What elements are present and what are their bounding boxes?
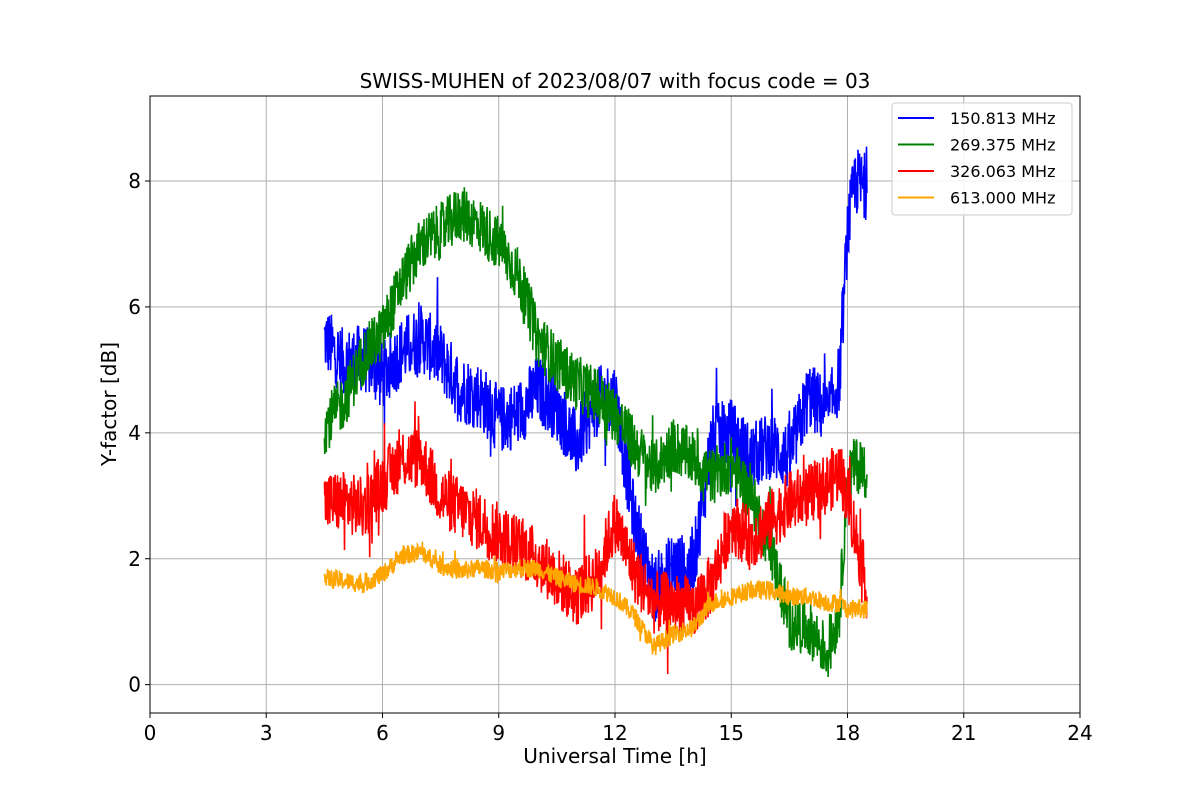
legend-box bbox=[891, 102, 1073, 216]
legend-label-2: 326.063 MHz bbox=[950, 162, 1055, 181]
x-tick-label: 18 bbox=[835, 721, 860, 745]
x-tick-label: 6 bbox=[376, 721, 389, 745]
y-tick-label: 8 bbox=[128, 169, 141, 193]
legend-label-3: 613.000 MHz bbox=[950, 189, 1055, 208]
y-tick-label: 2 bbox=[128, 547, 141, 571]
x-tick-label: 9 bbox=[492, 721, 505, 745]
x-tick-label: 0 bbox=[144, 721, 157, 745]
y-tick-label: 4 bbox=[128, 421, 141, 445]
series-layer bbox=[323, 146, 868, 678]
series-line-2 bbox=[323, 401, 868, 675]
x-tick-label: 24 bbox=[1067, 721, 1092, 745]
legend-label-0: 150.813 MHz bbox=[950, 109, 1055, 128]
x-tick-label: 3 bbox=[260, 721, 273, 745]
x-tick-label: 15 bbox=[719, 721, 744, 745]
legend-label-1: 269.375 MHz bbox=[950, 136, 1055, 155]
x-axis-title: Universal Time [h] bbox=[523, 744, 706, 768]
y-tick-label: 6 bbox=[128, 295, 141, 319]
y-axis: 0 2 4 6 8 bbox=[128, 169, 150, 697]
x-tick-label: 21 bbox=[951, 721, 976, 745]
y-tick-label: 0 bbox=[128, 673, 141, 697]
x-axis: 0 3 6 9 12 15 18 21 24 bbox=[144, 713, 1093, 745]
series-line-0 bbox=[323, 146, 868, 622]
chart-title: SWISS-MUHEN of 2023/08/07 with focus cod… bbox=[360, 69, 871, 93]
y-axis-title: Y-factor [dB] bbox=[97, 342, 121, 467]
legend: 150.813 MHz 269.375 MHz 326.063 MHz 613.000… bbox=[891, 102, 1073, 216]
x-tick-label: 12 bbox=[602, 721, 627, 745]
series-line-3 bbox=[323, 541, 868, 656]
